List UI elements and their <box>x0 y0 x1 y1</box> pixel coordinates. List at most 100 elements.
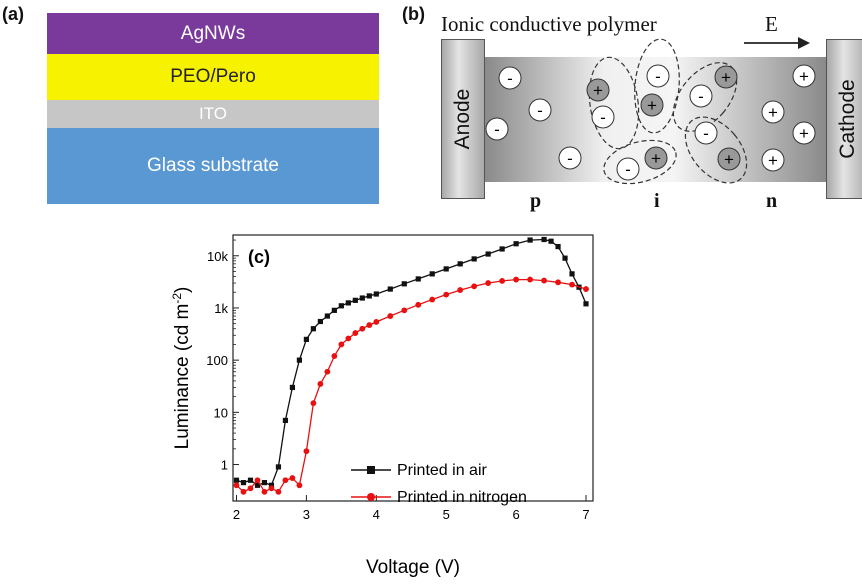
data-point <box>261 488 268 495</box>
svg-text:+: + <box>768 103 778 122</box>
anion-icon: - <box>694 121 718 145</box>
data-point <box>401 307 408 314</box>
y-tick-label: 1k <box>214 301 228 316</box>
panel-b-label: (b) <box>402 4 425 24</box>
cation-icon: + <box>644 146 668 170</box>
y-tick-label: 1 <box>221 458 228 473</box>
data-point <box>541 236 547 243</box>
data-point <box>331 307 337 313</box>
data-point <box>317 318 323 325</box>
data-point <box>254 482 261 488</box>
anion-icon: - <box>498 66 522 90</box>
cation-icon: + <box>640 93 664 117</box>
anion-icon: - <box>528 98 552 122</box>
data-point <box>352 330 359 336</box>
zone-n-label: n <box>766 190 778 212</box>
svg-text:+: + <box>651 149 661 168</box>
data-point <box>289 384 296 391</box>
svg-text:-: - <box>698 87 704 106</box>
ion-pair-outline <box>672 62 738 132</box>
device-title: Ionic conductive polymer <box>441 12 657 36</box>
ion-pair-outline <box>634 38 680 134</box>
cation-icon: + <box>717 147 741 171</box>
svg-text:-: - <box>507 69 513 88</box>
data-point <box>401 281 407 287</box>
data-point <box>387 286 393 292</box>
ion-diagram: - - - - + - - + - + - + - + + + + + <box>485 38 816 185</box>
data-point <box>296 357 303 363</box>
anion-icon: - <box>591 105 615 129</box>
data-point <box>240 480 247 486</box>
layer-agnws: AgNWs <box>47 13 379 54</box>
data-point <box>541 277 547 284</box>
svg-text:-: - <box>600 108 606 127</box>
data-point <box>282 477 289 484</box>
panel-c-label: (c) <box>248 247 270 267</box>
data-point <box>296 482 303 489</box>
data-point <box>373 291 379 297</box>
data-point <box>303 448 310 455</box>
cathode-electrode: Cathode <box>826 39 862 199</box>
cation-icon: + <box>761 100 785 124</box>
data-point <box>303 336 309 342</box>
data-point <box>324 313 330 319</box>
data-point <box>310 400 317 407</box>
ion-pair-outline <box>603 139 677 185</box>
data-point <box>429 296 436 303</box>
data-point <box>240 488 247 495</box>
data-point <box>527 237 533 243</box>
data-point <box>366 293 372 299</box>
y-tick-label: 100 <box>206 353 228 368</box>
data-point <box>471 283 478 290</box>
anion-icon: - <box>616 157 640 181</box>
svg-text:+: + <box>724 150 734 169</box>
anode-electrode: Anode <box>441 39 485 199</box>
data-point <box>583 301 589 307</box>
data-point <box>471 256 477 262</box>
x-tick-label: 6 <box>512 507 519 522</box>
anion-icon: - <box>485 117 509 141</box>
svg-text:+: + <box>799 67 809 86</box>
legend-label: Printed in air <box>397 462 487 479</box>
data-point <box>569 281 575 288</box>
layer-peo-pero: PEO/Pero <box>47 54 379 100</box>
layer-ito: ITO <box>47 100 379 128</box>
data-point <box>331 353 338 359</box>
series-line-nitrogen <box>236 278 587 493</box>
data-point <box>569 271 575 277</box>
data-point <box>443 266 449 272</box>
data-point <box>338 303 344 309</box>
svg-text:-: - <box>567 149 573 168</box>
cation-icon: + <box>792 121 816 145</box>
zone-p-label: p <box>530 190 542 212</box>
x-tick-label: 5 <box>443 507 450 522</box>
anion-icon: - <box>558 146 582 170</box>
data-point <box>275 464 282 470</box>
data-point <box>317 381 324 387</box>
y-tick-label: 10k <box>207 249 228 264</box>
x-tick-label: 7 <box>582 507 589 522</box>
cation-icon: + <box>792 64 816 88</box>
data-point <box>457 287 464 293</box>
data-point <box>268 485 275 492</box>
data-point <box>345 335 352 342</box>
data-point <box>352 297 358 303</box>
y-tick-label: 10 <box>214 405 228 420</box>
svg-text:+: + <box>593 81 603 100</box>
data-point <box>429 271 435 277</box>
ion-pair-outline <box>684 116 748 184</box>
data-point <box>562 255 568 261</box>
cation-icon: + <box>714 65 738 89</box>
svg-text:-: - <box>494 120 500 139</box>
x-tick-label: 3 <box>303 507 310 522</box>
data-point <box>233 477 240 483</box>
data-point <box>373 319 380 325</box>
data-point <box>345 300 351 306</box>
anion-icon: - <box>689 84 713 108</box>
data-point <box>499 277 506 284</box>
svg-text:-: - <box>655 67 661 86</box>
zone-i-label: i <box>654 190 660 212</box>
data-point <box>513 276 520 283</box>
layer-label: Glass substrate <box>147 155 279 176</box>
svg-text:-: - <box>625 160 631 179</box>
